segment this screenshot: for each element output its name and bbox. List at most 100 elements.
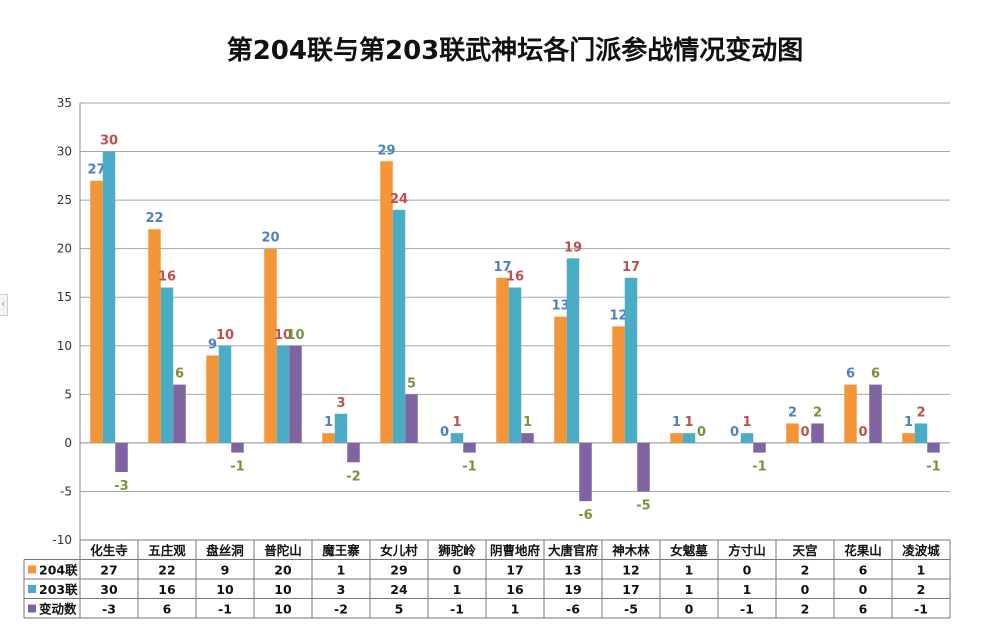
- data-label: 1: [684, 415, 693, 430]
- table-cell: 22: [158, 563, 175, 578]
- table-cell: 1: [453, 582, 462, 597]
- bar: [637, 442, 650, 492]
- data-label: 0: [440, 425, 449, 440]
- table-cell: 6: [859, 602, 868, 617]
- y-tick-label: 30: [57, 145, 72, 159]
- side-collapse-tab[interactable]: ‹: [0, 294, 8, 316]
- data-label: 2: [788, 405, 797, 420]
- legend-label: 203联: [39, 582, 78, 597]
- data-label: 16: [506, 270, 524, 285]
- bar: [624, 277, 638, 443]
- category-label: 方寸山: [728, 543, 766, 558]
- category-label: 五庄观: [148, 543, 186, 558]
- bar: [148, 229, 161, 443]
- table-cell: 0: [801, 582, 810, 597]
- bar: [380, 161, 393, 443]
- bar: [206, 355, 219, 443]
- table-cell: -1: [218, 602, 232, 617]
- table-cell: -1: [450, 602, 464, 617]
- bar: [508, 287, 522, 443]
- table-cell: 1: [337, 563, 346, 578]
- data-label: 22: [145, 211, 163, 226]
- table-cell: 27: [100, 563, 117, 578]
- legend-label: 变动数: [39, 602, 77, 617]
- data-label: 2: [813, 405, 822, 420]
- y-tick-label: 20: [57, 242, 72, 256]
- table-cell: -3: [102, 602, 116, 617]
- data-label: 17: [493, 260, 511, 275]
- data-label: 1: [452, 415, 461, 430]
- table-cell: 24: [390, 582, 408, 597]
- bar: [753, 442, 766, 453]
- table-cell: 19: [564, 582, 581, 597]
- bar: [90, 180, 103, 443]
- table-cell: -1: [914, 602, 928, 617]
- table-cell: 12: [622, 563, 639, 578]
- data-label: 10: [286, 328, 304, 343]
- table-cell: 13: [564, 563, 581, 578]
- table-cell: 6: [163, 602, 172, 617]
- data-label: 1: [672, 415, 681, 430]
- data-label: 1: [324, 415, 333, 430]
- bar: [173, 384, 186, 443]
- table-cell: 10: [274, 602, 292, 617]
- category-label: 阴曹地府: [490, 543, 541, 558]
- data-label: -1: [462, 460, 476, 475]
- table-cell: 17: [622, 582, 639, 597]
- table-cell: 0: [685, 602, 694, 617]
- data-label: 2: [916, 405, 925, 420]
- data-label: 3: [336, 396, 345, 411]
- data-label: 29: [377, 143, 395, 158]
- table-cell: 29: [390, 563, 407, 578]
- data-label: 0: [730, 425, 739, 440]
- y-tick-label: 35: [57, 96, 72, 110]
- data-label: 19: [564, 240, 582, 255]
- category-label: 花果山: [844, 543, 882, 558]
- data-label: 1: [904, 415, 913, 430]
- table-cell: 0: [453, 563, 462, 578]
- table-cell: 30: [100, 582, 118, 597]
- table-cell: 0: [743, 563, 752, 578]
- chevron-left-icon: ‹: [1, 297, 6, 310]
- data-label: 27: [87, 163, 105, 178]
- y-tick-label: 5: [64, 387, 72, 401]
- bar: [902, 433, 915, 443]
- category-label: 普陀山: [264, 543, 302, 558]
- table-cell: 10: [274, 582, 292, 597]
- bar: [914, 423, 928, 443]
- table-cell: -1: [740, 602, 754, 617]
- bar: [102, 151, 116, 443]
- bar: [612, 326, 625, 443]
- table-cell: 10: [216, 582, 234, 597]
- data-label: 10: [274, 328, 292, 343]
- bar: [740, 433, 754, 443]
- category-label: 凌波城: [902, 543, 940, 558]
- table-cell: 20: [274, 563, 292, 578]
- data-label: 1: [523, 415, 532, 430]
- table-cell: 3: [337, 582, 346, 597]
- category-label: 大唐官府: [548, 543, 599, 558]
- data-label: 10: [216, 328, 234, 343]
- table-cell: 0: [859, 582, 868, 597]
- bar: [786, 423, 799, 443]
- bar: [322, 433, 335, 443]
- data-label: 24: [390, 192, 408, 207]
- table-cell: 1: [685, 582, 694, 597]
- category-label: 女儿村: [380, 543, 418, 558]
- legend-swatch: [28, 585, 36, 593]
- legend-swatch: [28, 565, 36, 574]
- bar: [927, 442, 940, 453]
- table-cell: -6: [566, 602, 580, 617]
- y-tick-label: 0: [64, 436, 72, 450]
- table-cell: 1: [917, 563, 926, 578]
- data-label: 6: [871, 367, 880, 382]
- table-cell: 2: [801, 602, 810, 617]
- category-label: 盘丝洞: [206, 543, 244, 558]
- bar: [682, 433, 696, 443]
- y-tick-label: 10: [57, 339, 72, 353]
- table-cell: -2: [334, 602, 348, 617]
- data-label: -3: [114, 479, 128, 494]
- data-label: -6: [578, 508, 592, 523]
- y-tick-label: 25: [57, 193, 72, 207]
